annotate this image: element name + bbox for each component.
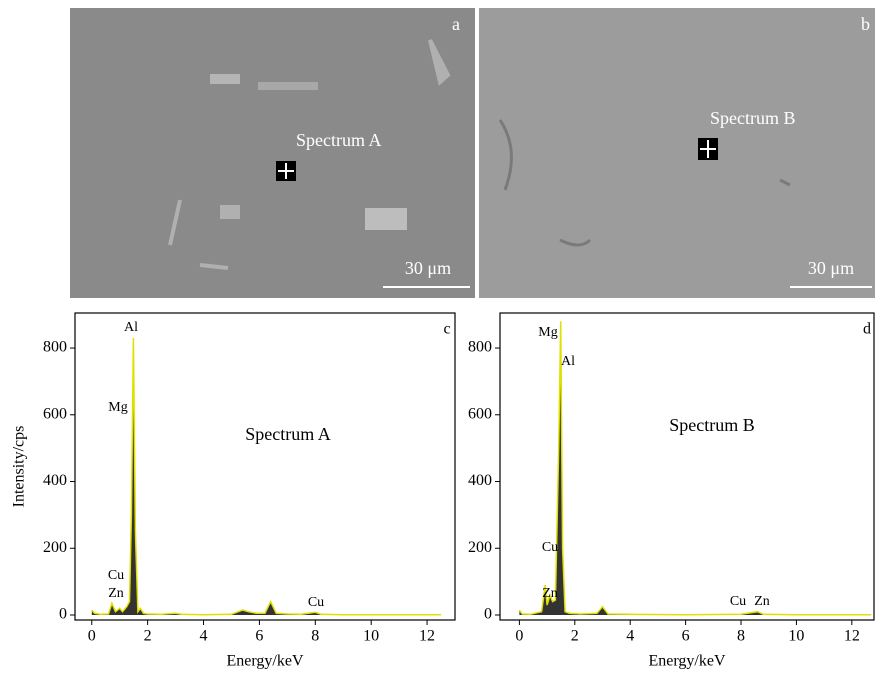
x-tick-label: 10 xyxy=(788,628,804,645)
y-tick-label: 400 xyxy=(43,472,67,489)
x-tick-label: 8 xyxy=(311,628,319,645)
peak-label: Al xyxy=(561,354,575,369)
x-tick-label: 6 xyxy=(255,628,263,645)
peak-label: Cu xyxy=(308,595,324,610)
y-tick-label: 600 xyxy=(468,405,492,422)
plot-frame xyxy=(74,312,456,621)
x-tick-label: 6 xyxy=(682,628,690,645)
panel-label: a xyxy=(452,14,460,34)
peak-label: Zn xyxy=(542,586,558,601)
panel-label: c xyxy=(443,321,450,338)
x-axis-label: Energy/keV xyxy=(226,653,303,670)
peak-label: Al xyxy=(124,320,138,335)
peak-label: Cu xyxy=(108,568,124,583)
peak-label: Mg xyxy=(108,400,127,415)
x-tick-label: 4 xyxy=(626,628,634,645)
peak-label: Zn xyxy=(108,586,124,601)
x-tick-label: 2 xyxy=(571,628,579,645)
peak-label: Mg xyxy=(538,325,557,340)
plot-frame xyxy=(499,312,875,621)
marker-label: Spectrum A xyxy=(296,130,382,150)
x-tick-label: 12 xyxy=(419,628,435,645)
x-tick-label: 0 xyxy=(515,628,523,645)
y-axis-label: Intensity/cps xyxy=(11,426,28,508)
scale-bar: 30 μm xyxy=(808,258,854,278)
y-tick-label: 800 xyxy=(43,339,67,356)
spectrum-label: Spectrum B xyxy=(669,415,755,435)
y-tick-label: 200 xyxy=(43,539,67,556)
y-tick-label: 800 xyxy=(468,339,492,356)
spectrum-label: Spectrum A xyxy=(245,424,331,444)
panel-label: d xyxy=(863,321,871,338)
y-tick-label: 600 xyxy=(43,405,67,422)
peak-label: Cu xyxy=(730,594,746,609)
y-tick-label: 200 xyxy=(468,539,492,556)
x-tick-label: 0 xyxy=(88,628,96,645)
spectrum-line xyxy=(91,337,441,616)
panel-label: b xyxy=(861,14,870,34)
y-tick-label: 0 xyxy=(59,606,67,623)
spectrum-area xyxy=(91,338,442,615)
y-tick-label: 0 xyxy=(484,606,492,623)
peak-label: Cu xyxy=(542,540,558,555)
spectrum-line xyxy=(518,321,872,616)
peak-label: Zn xyxy=(754,594,770,609)
x-tick-label: 4 xyxy=(200,628,208,645)
sem-image-a: Spectrum A a 30 μm xyxy=(70,8,475,298)
marker-label: Spectrum B xyxy=(710,108,796,128)
x-tick-label: 12 xyxy=(844,628,860,645)
sem-image-b: Spectrum B b 30 μm xyxy=(479,8,875,298)
x-tick-label: 10 xyxy=(363,628,379,645)
x-axis-label: Energy/keV xyxy=(648,653,725,670)
x-tick-label: 8 xyxy=(737,628,745,645)
scale-bar: 30 μm xyxy=(405,258,451,278)
x-tick-label: 2 xyxy=(144,628,152,645)
y-tick-label: 400 xyxy=(468,472,492,489)
